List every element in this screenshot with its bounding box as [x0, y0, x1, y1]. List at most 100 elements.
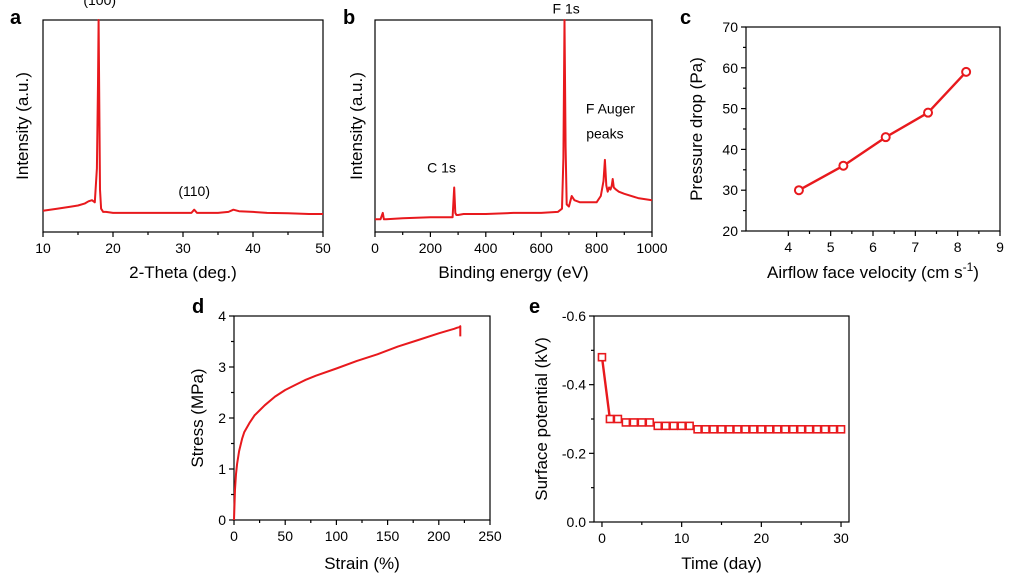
series-line: [375, 19, 653, 221]
y-axis-label: Pressure drop (Pa): [687, 57, 706, 201]
y-tick-label: 30: [722, 182, 738, 198]
peak-annotation: C 1s: [427, 160, 456, 176]
x-tick-label: 150: [376, 528, 400, 544]
data-point: [717, 424, 726, 434]
y-tick-label: -0.4: [562, 377, 586, 393]
data-point: [597, 352, 607, 362]
x-axis-label: Airflow face velocity (cm s-1): [767, 260, 979, 282]
y-tick-label: 0: [218, 512, 226, 528]
data-point: [749, 424, 758, 434]
y-tick-label: 3: [218, 359, 226, 375]
x-tick-label: 800: [585, 240, 609, 256]
data-point: [621, 418, 631, 427]
x-tick-label: 200: [419, 240, 443, 256]
data-point: [772, 424, 782, 434]
series-line: [233, 325, 462, 521]
data-point: [637, 418, 647, 427]
y-tick-label: 4: [218, 308, 226, 324]
panel-letter: a: [10, 7, 22, 29]
data-point: [923, 107, 934, 118]
x-tick-label: 50: [277, 528, 293, 544]
plot-frame: [233, 315, 491, 521]
data-point: [836, 424, 846, 434]
data-point: [820, 424, 830, 434]
y-axis-label: Surface potential (kV): [532, 337, 551, 500]
x-tick-label: 30: [175, 240, 191, 256]
x-tick-label: 1000: [636, 240, 667, 256]
x-tick-label: 0: [598, 530, 606, 546]
y-tick-label: 1: [218, 461, 226, 477]
data-point: [788, 424, 798, 434]
panel-letter: b: [343, 7, 355, 29]
data-point: [804, 424, 814, 434]
x-tick-label: 0: [230, 528, 238, 544]
x-tick-label: 200: [427, 528, 451, 544]
y-tick-label: 2: [218, 410, 226, 426]
x-tick-label: 250: [478, 528, 502, 544]
peak-annotation: peaks: [586, 126, 623, 142]
peak-annotation: F Auger: [586, 100, 635, 116]
x-tick-label: 600: [530, 240, 554, 256]
y-axis-label: Intensity (a.u.): [347, 72, 366, 180]
x-axis-label-superscript: -1: [963, 260, 974, 274]
x-tick-label: 20: [754, 530, 770, 546]
data-point: [629, 418, 639, 427]
y-tick-label: 50: [722, 101, 738, 117]
data-point: [701, 424, 710, 434]
x-tick-label: 9: [996, 239, 1004, 255]
data-point: [645, 418, 655, 427]
data-point: [677, 421, 686, 431]
y-tick-label: -0.6: [562, 308, 586, 324]
peak-annotation: (100): [83, 0, 116, 8]
data-point: [725, 424, 734, 434]
y-tick-label: 20: [722, 223, 738, 239]
panel-b: b 0 200 400 600 800 1000 Binding energy (eV) Int…: [343, 1, 668, 282]
data-point: [838, 160, 849, 171]
x-tick-label: 100: [325, 528, 349, 544]
y-tick-label: 60: [722, 60, 738, 76]
data-point: [880, 132, 891, 143]
x-tick-label: 10: [674, 530, 690, 546]
data-point: [741, 424, 750, 434]
x-axis-label: Time (day): [681, 554, 762, 573]
x-tick-label: 50: [315, 240, 331, 256]
data-point: [653, 421, 663, 431]
data-point: [757, 424, 766, 434]
data-point: [765, 424, 774, 434]
x-tick-label: 40: [245, 240, 261, 256]
data-point: [685, 421, 694, 431]
y-tick-label: 0.0: [567, 514, 587, 530]
x-tick-label: 8: [954, 239, 962, 255]
x-tick-label: 6: [869, 239, 877, 255]
data-point: [605, 414, 615, 424]
data-point: [780, 424, 790, 434]
data-point: [793, 185, 804, 196]
y-tick-label: 70: [722, 19, 738, 35]
data-point: [709, 424, 718, 434]
x-axis-label: Binding energy (eV): [438, 263, 588, 282]
data-point: [961, 66, 972, 77]
series-line: [42, 19, 323, 215]
x-axis-label: 2-Theta (deg.): [129, 263, 237, 282]
panel-c: c 4 5 6 7 8 9 20 30 40 50 60 70 Airflow face velocity…: [680, 7, 1004, 282]
panel-a: a 10 20 30 40 50 2-Theta (deg.) Intensity (a.u.…: [10, 0, 331, 282]
panel-letter: e: [529, 296, 540, 318]
series-line: [798, 71, 967, 192]
data-point: [661, 421, 671, 431]
data-point: [812, 424, 822, 434]
y-tick-label: -0.2: [562, 445, 586, 461]
x-axis-label: Strain (%): [324, 554, 400, 573]
panel-e: e 0 10 20 30 0.0 -0.2 -0.4 -0.6 Time (day) Surface…: [529, 296, 850, 573]
panel-letter: d: [192, 296, 204, 318]
x-tick-label: 30: [833, 530, 849, 546]
data-point: [613, 414, 623, 424]
peak-annotation: F 1s: [553, 1, 580, 17]
x-tick-label: 400: [474, 240, 498, 256]
panel-letter: c: [680, 7, 691, 29]
data-point: [669, 421, 678, 431]
x-tick-label: 10: [35, 240, 51, 256]
data-point: [733, 424, 742, 434]
panel-d: d 0 50 100 150 200 250 0 1 2 3 4 Strain (%) Stress (M…: [188, 296, 502, 573]
peak-annotation: (110): [178, 183, 210, 199]
x-axis-label-close: ): [973, 263, 979, 282]
